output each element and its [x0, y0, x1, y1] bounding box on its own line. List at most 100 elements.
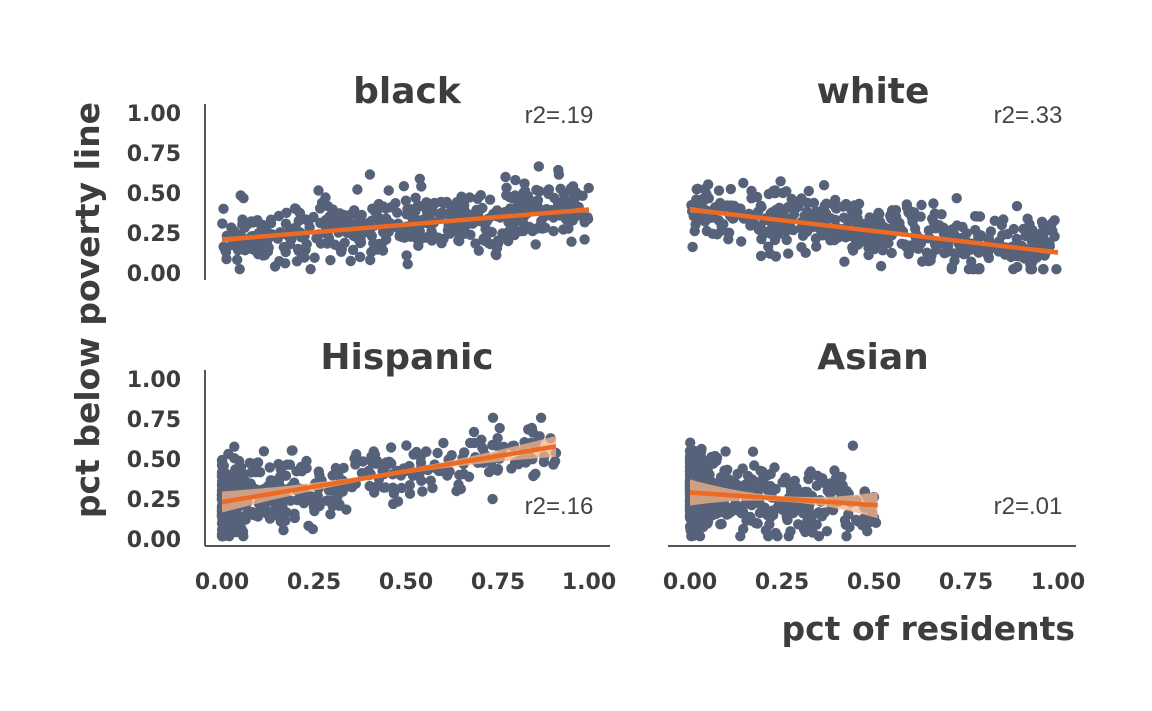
scatter-point: [715, 472, 727, 483]
scatter-point: [330, 220, 341, 231]
scatter-point: [336, 246, 347, 257]
scatter-point: [364, 480, 375, 492]
scatter-point: [906, 212, 917, 223]
y-tick-label: 1.00: [127, 368, 181, 393]
y-tick-label: 0.25: [127, 488, 181, 513]
scatter-point: [763, 241, 774, 252]
scatter-point: [293, 215, 304, 227]
scatter-point: [232, 254, 243, 265]
scatter-point: [747, 446, 759, 457]
scatter-point: [483, 466, 495, 478]
scatter-point: [768, 509, 779, 521]
scatter-point: [899, 239, 911, 250]
scatter-point: [555, 183, 566, 194]
scatter-point: [862, 233, 873, 245]
scatter-point: [754, 507, 766, 519]
panel-title-black: black: [353, 71, 462, 112]
scatter-point: [930, 223, 941, 234]
scatter-point: [811, 480, 822, 491]
x-tick-label: 0.50: [379, 570, 433, 595]
scatter-points-hispanic: [216, 412, 562, 542]
scatter-point: [479, 235, 490, 246]
scatter-point: [229, 441, 240, 452]
scatter-point: [459, 447, 470, 458]
scatter-point: [770, 185, 781, 196]
x-tick-label: 0.50: [847, 570, 901, 595]
scatter-point: [841, 531, 852, 542]
scatter-point: [251, 242, 263, 253]
scatter-point: [813, 507, 824, 518]
scatter-point: [468, 426, 480, 438]
panel-title-asian: Asian: [817, 337, 929, 378]
scatter-point: [236, 239, 247, 250]
scatter-point: [538, 456, 550, 468]
scatter-point: [839, 256, 850, 267]
scatter-point: [803, 185, 814, 197]
scatter-point: [1024, 219, 1035, 230]
scatter-point: [1049, 231, 1060, 242]
scatter-point: [313, 466, 324, 477]
x-tick-label: 0.75: [471, 570, 525, 595]
scatter-point: [570, 187, 582, 198]
scatter-point: [454, 469, 465, 481]
scatter-point: [985, 226, 997, 237]
scatter-point: [476, 434, 487, 445]
scatter-point: [421, 212, 432, 223]
scatter-point: [353, 230, 365, 241]
x-tick-label: 1.00: [1031, 570, 1085, 595]
scatter-point: [235, 462, 247, 473]
scatter-point: [365, 254, 376, 266]
scatter-point: [790, 481, 801, 493]
scatter-point: [501, 182, 512, 193]
scatter-point: [245, 478, 256, 489]
scatter-point: [531, 184, 542, 196]
scatter-point: [260, 225, 272, 236]
scatter-point: [711, 455, 722, 467]
y-tick-label: 0.75: [127, 142, 181, 167]
scatter-point: [549, 456, 561, 467]
scatter-point: [412, 200, 424, 211]
scatter-point: [454, 235, 465, 247]
scatter-point: [345, 255, 356, 267]
scatter-point: [560, 194, 571, 206]
scatter-point: [480, 223, 491, 235]
scatter-point: [821, 526, 833, 537]
scatter-point: [284, 239, 296, 250]
scatter-point: [800, 247, 811, 258]
scatter-point: [817, 473, 828, 484]
scatter-point: [688, 530, 699, 541]
scatter-point: [472, 193, 483, 204]
scatter-point: [886, 213, 897, 224]
scatter-point: [338, 462, 349, 474]
x-tick-label: 0.00: [663, 570, 717, 595]
scatter-point: [218, 203, 229, 214]
scatter-point: [334, 208, 345, 219]
scatter-point: [690, 454, 701, 466]
scatter-point: [492, 463, 504, 475]
scatter-point: [265, 214, 277, 225]
y-tick-label: 0.50: [127, 448, 181, 473]
scatter-point: [295, 461, 307, 473]
scatter-point: [929, 208, 940, 219]
scatter-point: [750, 517, 761, 529]
scatter-point: [281, 459, 293, 470]
scatter-point: [852, 213, 863, 224]
scatter-point: [519, 185, 531, 197]
y-tick-label: 0.25: [127, 222, 181, 247]
scatter-point: [234, 264, 245, 275]
scatter-point: [505, 223, 517, 234]
scatter-point: [417, 486, 428, 497]
scatter-point: [308, 211, 319, 223]
scatter-point: [755, 250, 767, 262]
scatter-point: [383, 226, 394, 237]
regression-line-black: [221, 207, 590, 243]
scatter-point: [351, 454, 362, 465]
scatter-point: [688, 211, 699, 222]
scatter-point: [463, 471, 475, 482]
scatter-point: [420, 232, 431, 243]
y-axis-title: pct below poverty line: [68, 102, 107, 518]
scatter-point: [738, 523, 749, 535]
scatter-point: [402, 258, 413, 270]
scatter-point: [325, 509, 336, 520]
scatter-point: [258, 446, 270, 457]
